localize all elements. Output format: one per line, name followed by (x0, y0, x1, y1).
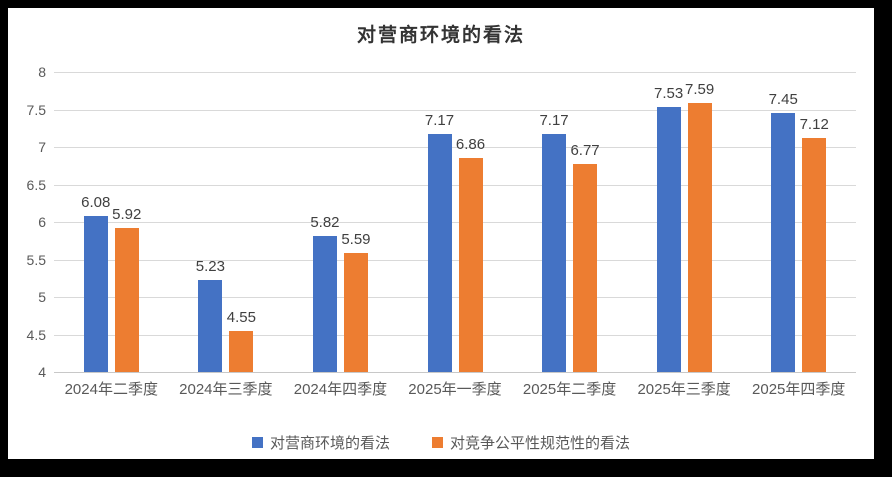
bar-series2-2025年二季度 (573, 164, 598, 372)
y-tick-label-8: 8 (38, 64, 46, 80)
legend-label-series2: 对竞争公平性规范性的看法 (450, 435, 631, 452)
bar-value-label-series2-2024年三季度: 4.55 (226, 308, 256, 326)
bar-series2-2024年四季度 (343, 252, 368, 372)
x-category-label-2024年四季度: 2024年四季度 (293, 381, 388, 398)
x-category-label-2025年四季度: 2025年四季度 (752, 381, 846, 398)
bar-value-label-series2-2025年三季度: 7.59 (685, 80, 715, 98)
y-tick-label-4: 4 (38, 364, 46, 380)
legend-swatch-orange-icon (432, 437, 443, 448)
gridline-4.5 (54, 334, 856, 336)
bar-value-label-series1-2025年一季度: 7.17 (424, 112, 455, 130)
y-tick-label-6.5: 6.5 (26, 176, 46, 193)
gridline-6.5 (54, 184, 856, 186)
bar-series2-2024年三季度 (229, 330, 254, 372)
bar-value-label-series2-2024年四季度: 5.59 (341, 230, 371, 248)
legend-item-series1: 对营商环境的看法 (251, 432, 390, 453)
y-tick-label-5: 5 (38, 289, 46, 305)
gridline-7.5 (54, 109, 856, 111)
x-category-label-2024年二季度: 2024年二季度 (64, 381, 158, 398)
bar-series1-2024年四季度 (312, 235, 337, 372)
y-tick-label-7: 7 (38, 139, 46, 155)
chart-canvas: 对营商环境的看法 4 4.5 5 5.5 6 6.5 7 7.5 8 6.08 5.92 2024年二… (8, 8, 874, 459)
bar-value-label-series2-2025年一季度: 6.86 (455, 135, 486, 153)
gridline-7 (54, 147, 856, 148)
bar-series2-2025年一季度 (458, 157, 483, 372)
x-category-label-2025年三季度: 2025年三季度 (637, 381, 731, 398)
bar-value-label-series2-2025年二季度: 6.77 (570, 142, 600, 160)
chart-title: 对营商环境的看法 (356, 24, 525, 46)
x-category-label-2025年二季度: 2025年二季度 (522, 381, 617, 398)
bar-series1-2024年三季度 (198, 279, 223, 372)
gridline-5 (54, 297, 856, 298)
bar-value-label-series1-2025年二季度: 7.17 (539, 112, 569, 130)
bar-value-label-series1-2025年三季度: 7.53 (654, 85, 684, 103)
bar-series2-2024年二季度 (114, 228, 139, 372)
x-category-label-2025年一季度: 2025年一季度 (408, 381, 502, 398)
bar-series1-2025年一季度 (427, 134, 452, 372)
bar-value-label-series2-2024年二季度: 5.92 (112, 206, 142, 223)
legend-swatch-blue-icon (251, 437, 263, 448)
bar-series1-2025年二季度 (542, 134, 567, 372)
bar-value-label-series1-2025年四季度: 7.45 (768, 91, 798, 109)
x-category-label-2024年三季度: 2024年三季度 (179, 381, 273, 398)
y-tick-label-7.5: 7.5 (26, 101, 46, 118)
y-tick-label-6: 6 (38, 214, 46, 230)
bar-series2-2025年四季度 (802, 138, 827, 372)
gridline-6 (54, 222, 856, 223)
bar-series1-2025年四季度 (771, 113, 796, 372)
bar-series1-2024年二季度 (83, 216, 108, 372)
y-tick-label-5.5: 5.5 (26, 251, 46, 268)
gridline-8 (54, 72, 856, 73)
bar-value-label-series1-2024年三季度: 5.23 (195, 257, 225, 275)
chart-legend: 对营商环境的看法 对竞争公平性规范性的看法 (8, 432, 874, 453)
gridline-5.5 (54, 259, 856, 261)
bar-series2-2025年三季度 (687, 102, 712, 372)
bar-value-label-series1-2024年二季度: 6.08 (81, 194, 111, 211)
gridline-4 (54, 372, 856, 373)
plot-area: 4 4.5 5 5.5 6 6.5 7 7.5 8 6.08 5.92 2024年二季度 5.23 4.5… (8, 8, 874, 459)
legend-label-series1: 对营商环境的看法 (269, 435, 390, 452)
legend-item-series2: 对竞争公平性规范性的看法 (432, 432, 630, 453)
bar-value-label-series2-2025年四季度: 7.12 (799, 116, 829, 133)
bar-value-label-series1-2024年四季度: 5.82 (310, 213, 340, 231)
y-tick-label-4.5: 4.5 (26, 326, 46, 343)
bar-series1-2025年三季度 (656, 107, 681, 372)
